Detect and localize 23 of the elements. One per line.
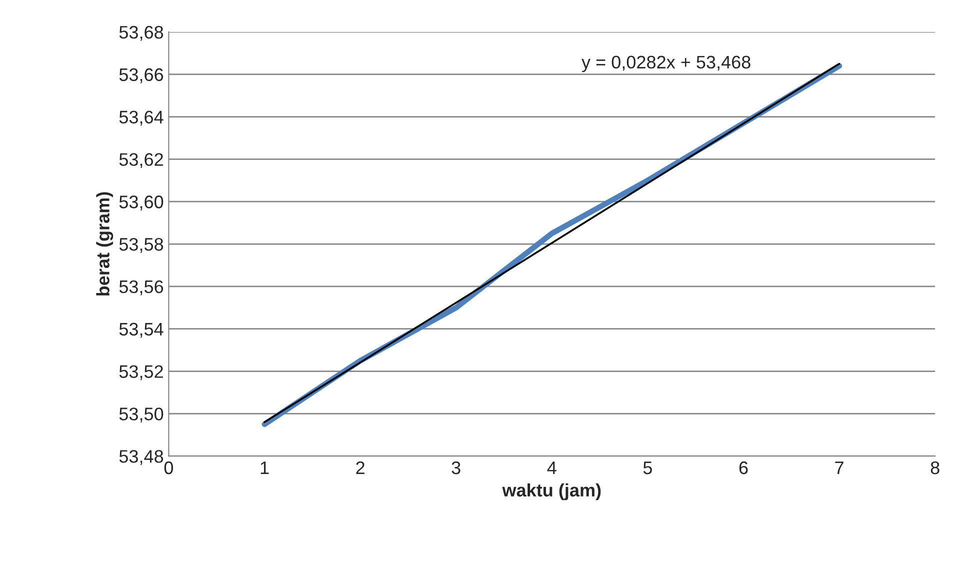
x-tick-label: 2 [356, 461, 364, 474]
y-tick-label: 53,52 [119, 365, 163, 380]
y-tick-label: 53,58 [119, 238, 164, 253]
x-tick-label: 3 [452, 461, 460, 474]
y-tick-label: 53,54 [119, 322, 164, 338]
y-tick-label: 53,64 [119, 110, 164, 126]
x-tick-label: 6 [739, 461, 748, 474]
x-tick-label: 5 [643, 462, 652, 474]
y-tick-label: 53,62 [119, 153, 163, 168]
x-tick-label: 1 [260, 462, 269, 474]
x-tick-label: 0 [164, 461, 174, 474]
x-tick-label: 4 [547, 462, 556, 474]
y-tick-label: 53,50 [119, 408, 164, 423]
x-tick-label: 8 [930, 461, 940, 474]
x-axis-title: waktu (jam) [502, 483, 601, 500]
annotation: y = 0,0282x + 53,468 [582, 56, 750, 72]
y-tick-label: 53,56 [119, 280, 164, 296]
y-tick-label: 53,66 [119, 68, 164, 84]
x-tick-label: 7 [835, 462, 844, 474]
y-tick-label: 53,60 [119, 196, 164, 210]
y-axis-title: berat (gram) [96, 192, 114, 296]
y-tick-label: 53,68 [119, 26, 164, 41]
y-tick-label: 53,48 [119, 450, 164, 465]
